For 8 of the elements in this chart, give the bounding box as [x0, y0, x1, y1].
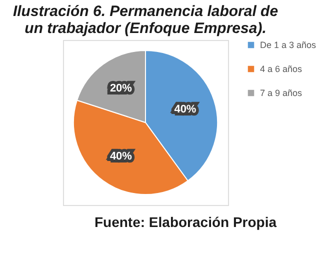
- chart-title: Ilustración 6. Permanencia laboral de un trabajador (Enfoque Empresa).: [12, 3, 278, 37]
- data-label: 20%: [110, 82, 132, 95]
- legend-label: 7 a 9 años: [260, 88, 303, 98]
- source-note: Fuente: Elaboración Propia: [94, 214, 277, 230]
- data-label: 40%: [174, 104, 196, 116]
- legend-label: 4 a 6 años: [260, 64, 303, 74]
- legend-label: De 1 a 3 años: [260, 40, 317, 50]
- data-label: 40%: [110, 150, 132, 162]
